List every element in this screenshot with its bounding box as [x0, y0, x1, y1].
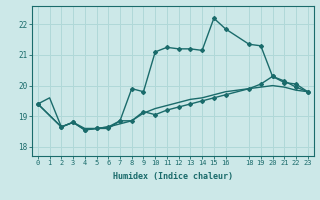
X-axis label: Humidex (Indice chaleur): Humidex (Indice chaleur) — [113, 172, 233, 181]
